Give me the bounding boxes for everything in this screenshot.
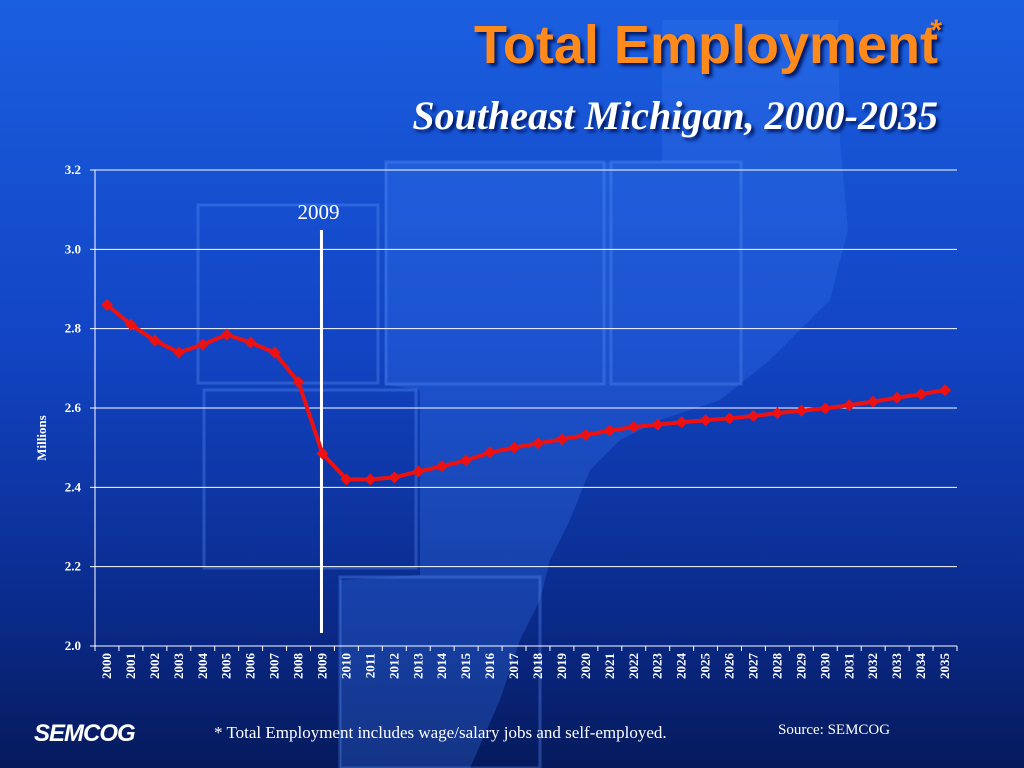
data-point — [747, 409, 760, 422]
title-footnote-mark: * — [930, 14, 942, 47]
data-point — [148, 334, 161, 347]
y-tick-label: 2.4 — [65, 479, 82, 494]
x-tick-label: 2009 — [314, 653, 329, 680]
data-point — [388, 471, 401, 484]
x-tick-label: 2017 — [506, 653, 521, 680]
x-tick-label: 2013 — [410, 653, 425, 680]
x-tick-label: 2031 — [841, 653, 856, 679]
data-point — [436, 460, 449, 473]
y-tick-label: 3.2 — [65, 162, 81, 177]
x-tick-label: 2025 — [698, 653, 713, 680]
data-point — [460, 454, 473, 467]
slide-title: Total Employment — [473, 15, 938, 75]
footnote: * Total Employment includes wage/salary … — [214, 723, 667, 742]
data-point — [268, 346, 281, 359]
x-tick-label: 2024 — [674, 653, 689, 680]
data-point — [675, 416, 688, 429]
data-point — [531, 437, 544, 450]
x-tick-label: 2030 — [817, 653, 832, 679]
x-tick-label: 2012 — [386, 653, 401, 679]
x-tick-label: 2027 — [745, 653, 760, 680]
x-tick-label: 2006 — [243, 653, 258, 680]
data-point — [723, 412, 736, 425]
y-axis-label: Millions — [34, 415, 49, 461]
data-point — [220, 328, 233, 341]
data-point — [579, 428, 592, 441]
x-tick-label: 2021 — [602, 653, 617, 679]
x-tick-label: 2028 — [769, 653, 784, 680]
x-tick-label: 2019 — [554, 653, 569, 680]
x-tick-label: 2000 — [99, 653, 114, 679]
data-point — [651, 418, 664, 431]
semcog-logo: SEMCOG — [34, 720, 136, 747]
x-tick-label: 2035 — [937, 653, 952, 680]
chart-annotations: 2009 — [297, 200, 339, 633]
x-tick-label: 2020 — [578, 653, 593, 679]
x-tick-label: 2032 — [865, 653, 880, 679]
data-point — [555, 433, 568, 446]
data-point — [244, 336, 257, 349]
data-point — [508, 441, 521, 454]
data-point — [100, 298, 113, 311]
source-note: Source: SEMCOG — [778, 722, 891, 738]
y-tick-label: 3.0 — [65, 241, 81, 256]
data-point — [699, 414, 712, 427]
chart-series — [100, 298, 952, 486]
x-tick-label: 2004 — [195, 653, 210, 680]
x-tick-label: 2023 — [650, 653, 665, 680]
data-point — [292, 376, 305, 389]
y-tick-label: 2.6 — [65, 400, 82, 415]
x-tick-label: 2011 — [362, 653, 377, 678]
chart-gridlines — [95, 169, 957, 568]
x-tick-label: 2005 — [219, 653, 234, 680]
x-tick-label: 2001 — [123, 653, 138, 679]
x-tick-label: 2026 — [722, 653, 737, 680]
x-tick-label: 2029 — [793, 653, 808, 680]
x-tick-label: 2010 — [338, 653, 353, 679]
x-axis-ticks: 2000 2001 2002 2003 2004 2005 2006 2007 2008 2009… — [94, 646, 958, 680]
series-line — [105, 303, 946, 482]
slide-subtitle: Southeast Michigan, 2000-2035 — [412, 93, 938, 138]
data-point — [412, 465, 425, 478]
y-tick-label: 2.0 — [65, 638, 81, 653]
data-point — [891, 391, 904, 404]
data-point — [795, 404, 808, 417]
x-tick-label: 2014 — [434, 653, 449, 680]
x-tick-label: 2003 — [171, 653, 186, 680]
data-point — [819, 402, 832, 415]
data-point — [867, 395, 880, 408]
x-tick-label: 2033 — [889, 653, 904, 680]
y-tick-label: 2.2 — [65, 559, 81, 574]
data-point — [124, 318, 137, 331]
y-axis-ticks: 2.0 2.2 2.4 2.6 2.8 3.0 3.2 — [65, 162, 95, 653]
data-point — [316, 447, 329, 460]
x-tick-label: 2034 — [913, 653, 928, 680]
data-point — [172, 346, 185, 359]
data-point — [603, 424, 616, 437]
x-tick-label: 2022 — [626, 653, 641, 679]
x-tick-label: 2018 — [530, 653, 545, 680]
y-tick-label: 2.8 — [65, 321, 82, 336]
data-point — [196, 338, 209, 351]
data-point — [340, 473, 353, 486]
data-point — [364, 473, 377, 486]
x-tick-label: 2002 — [147, 653, 162, 679]
x-tick-label: 2016 — [482, 653, 497, 680]
data-point — [843, 399, 856, 412]
x-tick-label: 2015 — [458, 653, 473, 680]
data-point — [915, 388, 928, 401]
data-point — [939, 384, 952, 397]
data-point — [771, 407, 784, 420]
x-tick-label: 2008 — [291, 653, 306, 680]
data-point — [484, 446, 497, 459]
annotation-label-2009: 2009 — [297, 200, 339, 224]
data-point — [627, 421, 640, 434]
x-tick-label: 2007 — [267, 653, 282, 680]
